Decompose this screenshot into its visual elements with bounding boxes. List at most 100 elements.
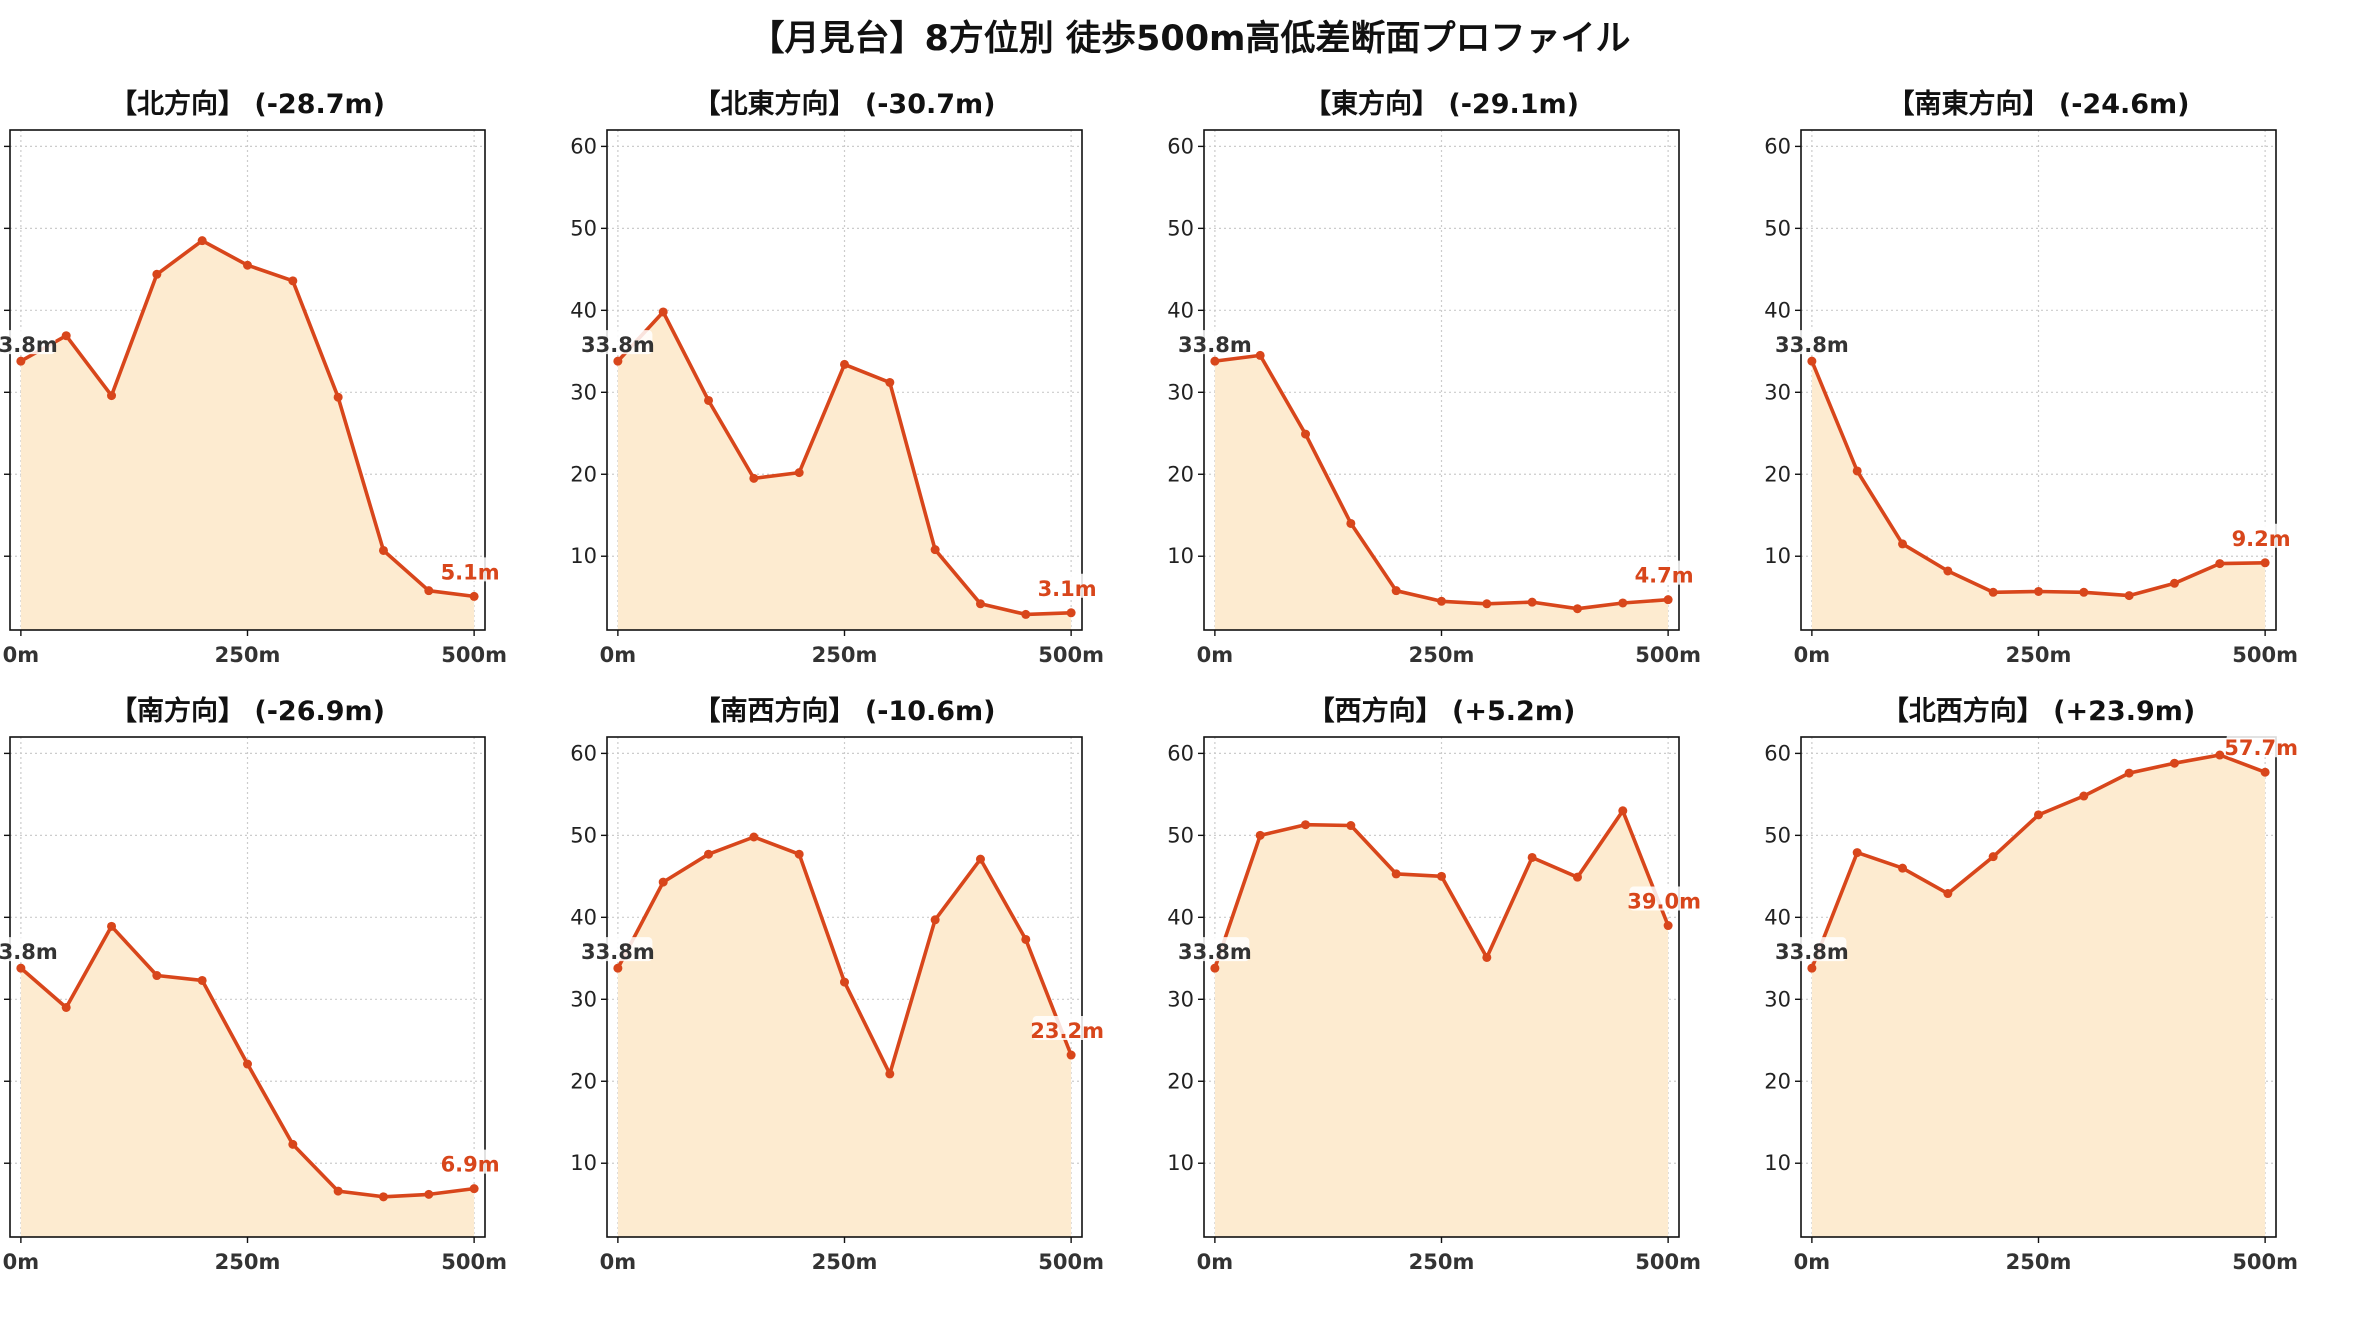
- data-point: [1482, 599, 1492, 609]
- data-point: [704, 395, 714, 405]
- data-point: [333, 1186, 343, 1196]
- panel-title: 【東方向】 (-29.1m): [1304, 88, 1579, 120]
- end-elevation-label: 6.9m: [441, 1153, 500, 1177]
- y-tick-label: 50: [1764, 216, 1791, 240]
- data-point: [840, 359, 849, 369]
- data-point: [378, 545, 388, 555]
- data-point: [469, 591, 479, 601]
- data-point: [243, 1059, 252, 1069]
- elevation-area: [20, 926, 475, 1237]
- x-tick-label: 250m: [215, 643, 281, 667]
- panel-title: 【南東方向】 (-24.6m): [1887, 88, 2189, 120]
- data-point: [930, 545, 940, 555]
- elevation-area: [1214, 355, 1669, 630]
- x-tick-label: 500m: [1038, 1250, 1104, 1274]
- data-point: [1301, 429, 1311, 439]
- data-point: [2260, 558, 2270, 568]
- start-elevation-label: 33.8m: [0, 940, 58, 964]
- data-point: [2169, 758, 2179, 768]
- data-point: [2215, 559, 2225, 569]
- y-tick-label: 20: [1764, 1069, 1791, 1093]
- y-tick-label: 60: [1764, 134, 1791, 158]
- data-point: [1346, 821, 1356, 831]
- y-tick-label: 60: [570, 741, 597, 765]
- data-point: [1988, 852, 1998, 862]
- data-point: [1482, 952, 1492, 962]
- y-tick-label: 20: [1167, 462, 1194, 486]
- data-point: [1943, 566, 1953, 576]
- x-tick-label: 500m: [441, 1250, 507, 1274]
- data-point: [2034, 810, 2043, 820]
- y-tick-label: 30: [1167, 987, 1194, 1011]
- label-background: [1180, 937, 1250, 962]
- end-elevation-label: 57.7m: [2224, 736, 2298, 760]
- elevation-area: [1214, 810, 1669, 1237]
- panel-6: 【西方向】 (+5.2m) 10 20 30 40 50 60 0m 250m 500m 33.8m…: [1167, 695, 1701, 1274]
- label-background: [2226, 733, 2296, 758]
- y-tick-label: 20: [570, 462, 597, 486]
- data-point: [2079, 587, 2089, 597]
- data-point: [613, 963, 623, 973]
- x-tick-label: 250m: [812, 1250, 878, 1274]
- start-elevation-label: 33.8m: [1775, 333, 1849, 357]
- x-tick-label: 0m: [3, 643, 40, 667]
- panel-title: 【西方向】 (+5.2m): [1308, 695, 1576, 727]
- label-background: [583, 937, 653, 962]
- y-tick-label: 10: [1167, 1151, 1194, 1175]
- data-point: [794, 849, 804, 859]
- label-background: [1032, 1016, 1102, 1041]
- y-tick-label: 30: [1167, 380, 1194, 404]
- x-tick-label: 250m: [215, 1250, 281, 1274]
- data-point: [1255, 830, 1265, 840]
- label-background: [0, 937, 56, 962]
- elevation-area: [1811, 361, 2266, 630]
- y-tick-label: 40: [570, 905, 597, 929]
- data-point: [1663, 595, 1673, 605]
- x-tick-label: 250m: [1409, 643, 1475, 667]
- end-elevation-label: 5.1m: [441, 560, 500, 584]
- y-tick-label: 10: [1167, 544, 1194, 568]
- data-point: [930, 915, 940, 925]
- x-tick-label: 250m: [2006, 1250, 2072, 1274]
- data-point: [1852, 848, 1862, 858]
- data-point: [885, 1069, 895, 1079]
- y-tick-label: 30: [1764, 987, 1791, 1011]
- data-point: [1572, 872, 1582, 882]
- data-point: [424, 1189, 434, 1199]
- data-point: [288, 1139, 298, 1149]
- data-point: [288, 276, 298, 286]
- x-tick-label: 0m: [1794, 643, 1831, 667]
- data-point: [1898, 539, 1908, 549]
- data-point: [378, 1192, 388, 1202]
- data-point: [613, 356, 623, 366]
- x-tick-label: 500m: [441, 643, 507, 667]
- panel-title: 【北西方向】 (+23.9m): [1882, 695, 2195, 727]
- data-point: [152, 269, 162, 279]
- data-point: [794, 468, 804, 478]
- panel-title: 【北東方向】 (-30.7m): [693, 88, 995, 120]
- y-tick-label: 30: [1764, 380, 1791, 404]
- data-point: [1988, 587, 1998, 597]
- data-point: [1527, 852, 1537, 862]
- y-tick-label: 40: [1167, 905, 1194, 929]
- data-point: [1807, 963, 1817, 973]
- y-tick-label: 40: [1764, 905, 1791, 929]
- start-elevation-label: 33.8m: [581, 940, 655, 964]
- panel-5: 【南西方向】 (-10.6m) 10 20 30 40 50 60 0m 250m 500m 33.…: [570, 695, 1104, 1274]
- panel-7: 【北西方向】 (+23.9m) 10 20 30 40 50 60 0m 250m 500m 33.…: [1764, 695, 2298, 1274]
- data-point: [1391, 869, 1401, 879]
- data-point: [1391, 586, 1401, 596]
- data-point: [16, 356, 26, 366]
- data-point: [1437, 596, 1446, 606]
- x-tick-label: 500m: [1038, 643, 1104, 667]
- data-point: [658, 307, 668, 317]
- start-elevation-label: 33.8m: [1178, 333, 1252, 357]
- label-background: [1777, 330, 1847, 355]
- y-tick-label: 10: [1764, 1151, 1791, 1175]
- label-background: [1038, 573, 1096, 598]
- y-tick-label: 10: [570, 1151, 597, 1175]
- data-point: [1852, 466, 1862, 476]
- y-tick-label: 60: [1167, 741, 1194, 765]
- x-tick-label: 250m: [1409, 1250, 1475, 1274]
- end-elevation-label: 9.2m: [2232, 527, 2291, 551]
